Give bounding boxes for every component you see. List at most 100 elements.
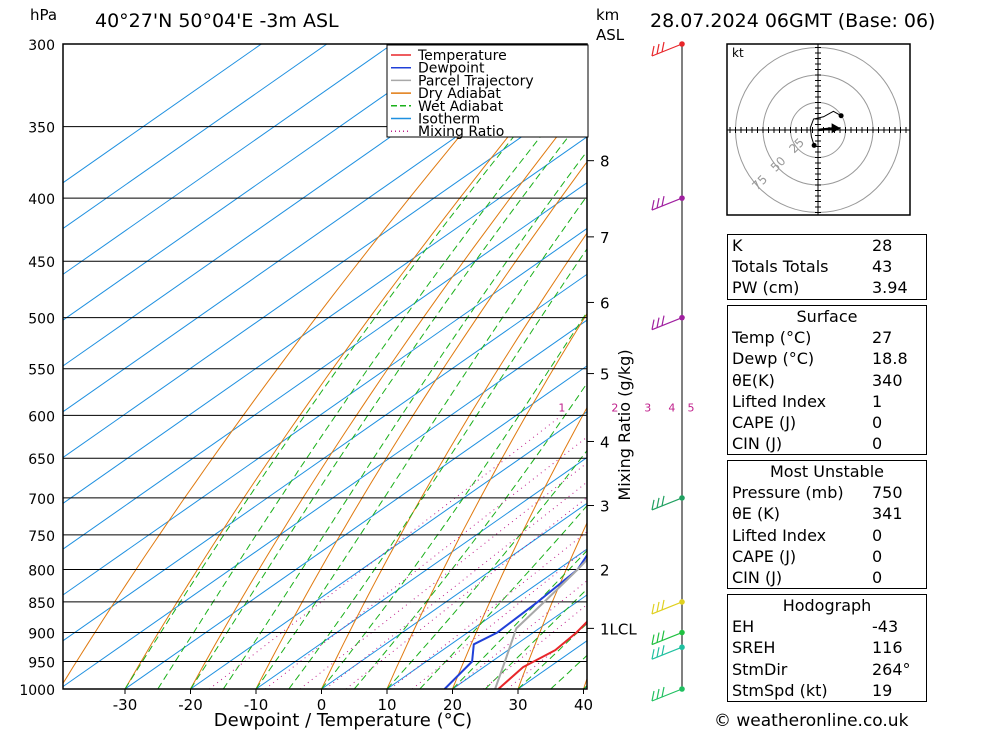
mixing-ratio-line xyxy=(264,436,587,689)
wind-barb-shaft xyxy=(651,688,683,702)
wind-barb-feather xyxy=(656,601,660,613)
dewpoint-line xyxy=(443,553,587,689)
mixing-ratio-label: 2 xyxy=(611,401,618,414)
wet-adiabat-line xyxy=(157,77,587,689)
mixing-ratio-line xyxy=(345,496,587,689)
pressure-tick-label: 900 xyxy=(28,627,55,643)
pressure-tick-label: 650 xyxy=(28,452,55,468)
legend-label: Dewpoint xyxy=(418,61,485,77)
km-tick-label: 7 xyxy=(600,229,610,247)
wind-barb-feather xyxy=(661,630,665,641)
mixing-ratio-title: Mixing Ratio (g/kg) xyxy=(615,349,634,500)
wind-barb-feather xyxy=(661,41,665,53)
wind-barb-feather xyxy=(661,196,665,207)
wind-barb-feather xyxy=(651,200,655,211)
parcel-trajectory-line xyxy=(494,558,587,689)
x-tick-label: 20 xyxy=(443,696,462,714)
wind-barb-shaft xyxy=(651,497,683,511)
wind-barb-shaft xyxy=(651,631,683,646)
mixing-ratio-label: 3 xyxy=(644,401,651,414)
x-axis-title: Dewpoint / Temperature (°C) xyxy=(214,710,472,731)
isotherm-line xyxy=(321,502,587,689)
hodo-eh: EH -43 xyxy=(732,617,899,637)
pressure-tick-label: 700 xyxy=(28,492,55,508)
wind-barb-feather xyxy=(656,198,660,209)
dry-adiabat-line xyxy=(977,44,1000,689)
dry-adiabat-line xyxy=(517,521,587,689)
datetime-title: 28.07.2024 06GMT (Base: 06) xyxy=(650,10,935,32)
plot-frame xyxy=(62,43,588,690)
wind-barb-feather xyxy=(651,499,655,511)
background-lines xyxy=(63,44,1000,689)
index-row-pw: PW (cm) 3.94 xyxy=(732,278,908,298)
wind-barb-feather xyxy=(656,317,660,328)
pressure-tick-label: 400 xyxy=(28,192,55,208)
copyright[interactable]: © weatheronline.co.uk xyxy=(714,711,909,731)
temperature-line xyxy=(497,620,587,689)
pressure-tick-label: 350 xyxy=(28,121,55,137)
km-unit-label: km xyxy=(596,6,619,24)
wind-barb-icon xyxy=(651,495,683,511)
wind-barb-icon xyxy=(651,645,683,660)
mu-cape: CAPE (J) 0 xyxy=(732,546,883,566)
mixing-ratio-label: 4 xyxy=(668,401,675,414)
pressure-unit-label: hPa xyxy=(30,6,57,24)
isotherm-line xyxy=(63,44,587,413)
wind-barb-icon xyxy=(651,41,683,57)
indices-table: K 28 Totals Totals 43 PW (cm) 3.94 xyxy=(727,234,927,300)
hodograph-trace xyxy=(809,110,842,146)
isotherm-line xyxy=(63,90,587,459)
storm-motion-arrowhead-icon xyxy=(831,123,841,134)
dry-adiabat-line xyxy=(321,232,587,689)
wind-barb-feather xyxy=(661,315,665,326)
x-tick-label: 10 xyxy=(377,696,396,714)
wind-barb-feather xyxy=(656,688,660,700)
x-tick-label: 0 xyxy=(317,696,327,714)
wind-barb-feather xyxy=(661,599,665,611)
isotherm-line xyxy=(63,136,587,504)
km-tick-label: 8 xyxy=(600,153,610,171)
index-row-k: K 28 xyxy=(732,236,893,255)
wind-barb-feather xyxy=(656,632,660,643)
wind-barb-feather xyxy=(651,603,655,615)
surface-cin: CIN (J) 0 xyxy=(732,434,883,454)
wind-barb-feather xyxy=(651,634,655,645)
x-tick-label: 30 xyxy=(508,696,527,714)
most-unstable-title: Most Unstable xyxy=(770,462,884,481)
wind-barb-shaft xyxy=(651,317,683,331)
hodo-stmdir: StmDir 264° xyxy=(732,659,911,679)
x-tick-label: 40 xyxy=(574,696,593,714)
asl-unit-label: ASL xyxy=(596,26,625,44)
wet-adiabat-line xyxy=(419,504,587,689)
surface-dewp: Dewp (°C) 18.8 xyxy=(732,349,908,369)
mixing-ratio-line xyxy=(208,414,563,689)
surface-temp: Temp (°C) 27 xyxy=(732,328,893,348)
most-unstable-table: Most Unstable Pressure (mb) 750 θE (K) 341… xyxy=(727,460,927,590)
wind-barb-feather xyxy=(661,686,665,698)
isotherm-line xyxy=(63,182,587,550)
legend-label: Parcel Trajectory xyxy=(418,73,534,89)
km-tick-label: 6 xyxy=(600,294,610,312)
wet-adiabat-line xyxy=(288,248,587,689)
hodograph-unit: kt xyxy=(732,46,744,60)
wind-barb-shaft xyxy=(651,43,683,57)
hodograph-title: Hodograph xyxy=(782,596,872,615)
surface-table: Surface Temp (°C) 27 Dewp (°C) 18.8 θE(K) 3… xyxy=(727,305,927,456)
wind-barb-icon xyxy=(651,196,683,211)
mu-pressure: Pressure (mb) 750 xyxy=(732,483,903,503)
isotherm-line xyxy=(255,456,587,689)
km-tick-label: 1LCL xyxy=(600,620,637,638)
x-tick-label: -10 xyxy=(244,696,269,714)
pressure-tick-label: 300 xyxy=(28,38,55,54)
hodograph-start-point xyxy=(811,142,817,148)
legend-label: Dry Adiabat xyxy=(418,86,501,102)
isotherm-line xyxy=(63,273,587,642)
pressure-tick-label: 950 xyxy=(28,656,55,672)
surface-lifted-index: Lifted Index 1 xyxy=(732,391,883,411)
wind-profile xyxy=(651,41,685,702)
legend-label: Isotherm xyxy=(418,112,480,128)
wet-adiabat-line xyxy=(484,588,587,689)
wind-barb-shaft xyxy=(651,646,683,660)
wind-barb-feather xyxy=(656,43,660,55)
